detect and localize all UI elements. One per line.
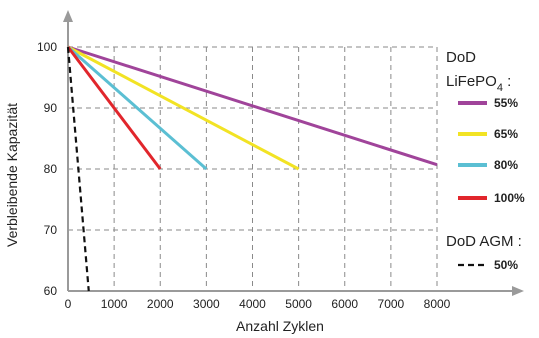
y-tick-label: 70 <box>44 223 58 237</box>
series-line <box>67 45 300 171</box>
y-tick-label: 90 <box>44 101 58 115</box>
legend-title-colon: : <box>503 73 511 90</box>
series-line <box>66 46 162 170</box>
x-tick-label: 2000 <box>147 297 174 311</box>
x-tick-label: 7000 <box>378 297 405 311</box>
x-tick-label: 0 <box>65 297 72 311</box>
series-line <box>66 46 90 292</box>
axes <box>63 10 524 296</box>
legend-title-chem: LiFePO <box>446 73 497 90</box>
tick-labels: 0 1000 2000 3000 4000 5000 6000 7000 8000 60 70 80 9… <box>37 40 451 311</box>
series-line <box>67 45 438 167</box>
legend-title-agm: DoD AGM : <box>446 233 522 250</box>
x-tick-label: 3000 <box>193 297 220 311</box>
legend-title-subscript: 4 <box>497 82 503 94</box>
x-tick-label: 6000 <box>331 297 358 311</box>
grid <box>68 46 438 291</box>
y-tick-label: 100 <box>37 40 57 54</box>
legend-label: 100% <box>494 191 525 205</box>
legend: DoD LiFePO4 : DoD AGM : 55% 65% 80% 100% 50% <box>446 49 525 272</box>
legend-label: 50% <box>494 258 518 272</box>
series-line <box>67 45 208 171</box>
legend-label: 80% <box>494 158 518 172</box>
x-tick-label: 4000 <box>239 297 266 311</box>
y-axis-title: Verbleibende Kapazität <box>4 103 20 247</box>
legend-label: 55% <box>494 96 518 110</box>
x-tick-label: 1000 <box>101 297 128 311</box>
legend-label: 65% <box>494 127 518 141</box>
y-tick-label: 60 <box>44 284 58 298</box>
series-layer <box>66 45 438 292</box>
y-axis-arrow <box>63 10 73 22</box>
legend-title-lifepo4: DoD <box>446 49 476 66</box>
x-tick-label: 8000 <box>424 297 451 311</box>
x-tick-label: 5000 <box>285 297 312 311</box>
y-tick-label: 80 <box>44 162 58 176</box>
x-axis-title: Anzahl Zyklen <box>236 318 324 334</box>
x-axis-arrow <box>512 286 524 296</box>
legend-title-lifepo4-line2: LiFePO4 : <box>446 73 511 94</box>
